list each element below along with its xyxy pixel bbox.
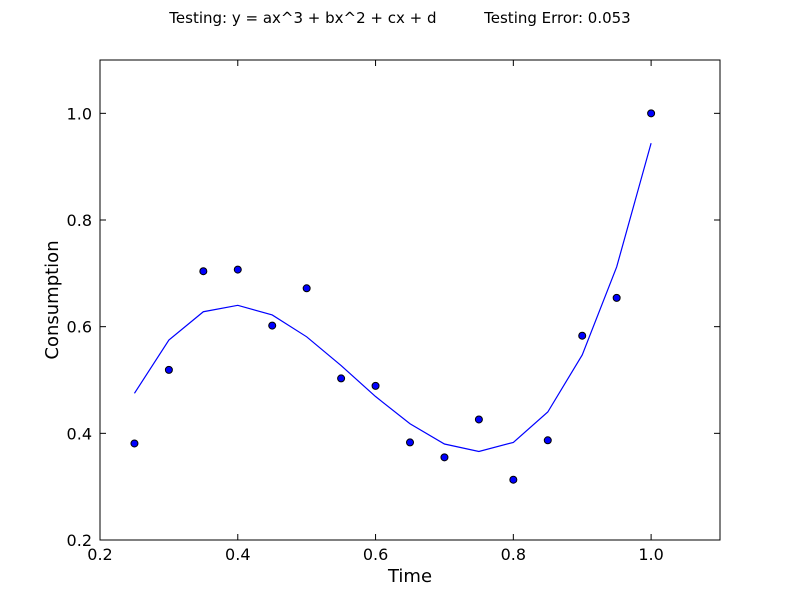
y-tick-label: 0.2 [67,531,92,550]
x-tick-label: 0.8 [501,545,526,564]
data-point [647,109,656,118]
y-axis-label: Consumption [42,240,63,359]
data-point [440,453,449,462]
fit-line [133,143,652,453]
axis-ticks: 0.2 0.4 0.6 0.8 1.0 0.2 0.4 0.6 0.8 1.0 [67,60,720,564]
x-axis-label: Time [387,566,432,587]
data-point [302,284,311,293]
data-point [268,321,277,330]
data-point [337,374,346,383]
y-tick-label: 0.4 [67,424,92,443]
data-point [578,331,587,340]
data-point [199,267,208,276]
data-point [543,436,552,445]
data-points [130,109,656,484]
x-tick-label: 1.0 [638,545,663,564]
chart-title: Testing: y = ax^3 + bx^2 + cx + d Testin… [169,9,631,27]
data-point [371,381,380,390]
y-tick-label: 1.0 [67,104,92,123]
data-point [164,365,173,374]
y-tick-label: 0.8 [67,211,92,230]
x-tick-label: 0.4 [225,545,250,564]
data-point [612,293,621,302]
data-point [509,475,518,484]
data-point [474,415,483,424]
y-tick-label: 0.6 [67,318,92,337]
plot-frame [99,59,721,541]
data-point [130,439,139,448]
data-point [233,265,242,274]
data-point [406,438,414,447]
x-tick-label: 0.2 [87,545,112,564]
x-tick-label: 0.6 [363,545,388,564]
